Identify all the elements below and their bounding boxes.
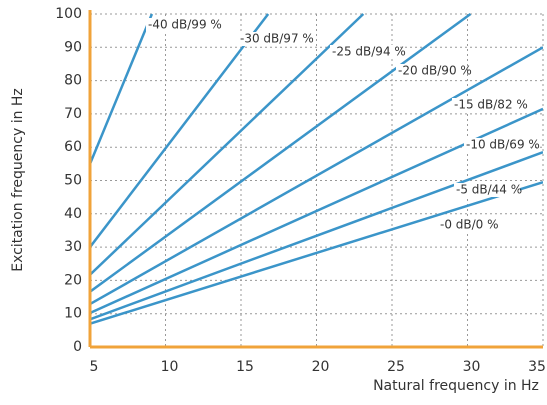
y-axis-label: Excitation frequency in Hz — [10, 88, 26, 272]
x-tick-label: 5 — [90, 359, 99, 375]
line-label: -25 dB/94 % — [332, 45, 406, 59]
line — [90, 180, 543, 325]
y-tick-label: 60 — [64, 139, 82, 155]
x-tick-label: 10 — [161, 359, 179, 375]
y-tick-label: 70 — [64, 106, 82, 122]
x-tick-label: 15 — [236, 359, 254, 375]
line-label: -5 dB/44 % — [456, 183, 522, 197]
line — [90, 13, 154, 165]
x-tick-label: 35 — [528, 359, 546, 375]
line — [90, 12, 472, 293]
x-tick-label: 30 — [463, 359, 481, 375]
y-tick-label: 10 — [64, 306, 82, 322]
y-tick-label: 100 — [55, 6, 82, 22]
line-label: -40 dB/99 % — [148, 18, 222, 32]
line — [90, 13, 270, 248]
y-tick-label: 90 — [64, 39, 82, 55]
line-label: -0 dB/0 % — [440, 218, 499, 232]
line-label: -20 dB/90 % — [398, 64, 472, 78]
label-bg — [438, 218, 504, 232]
label-bg — [452, 98, 518, 112]
x-tick-label: 20 — [312, 359, 330, 375]
y-tick-label: 30 — [64, 239, 82, 255]
x-axis-label: Natural frequency in Hz — [373, 378, 539, 394]
label-bg — [146, 18, 212, 32]
line-label: -15 dB/82 % — [454, 98, 528, 112]
line — [90, 151, 543, 321]
label-bg — [396, 64, 462, 78]
label-bg — [330, 45, 396, 59]
y-tick-label: 0 — [73, 339, 82, 355]
y-tick-label: 40 — [64, 206, 82, 222]
line — [90, 46, 543, 306]
line-label: -10 dB/69 % — [466, 138, 540, 152]
x-tick-label: 25 — [387, 359, 405, 375]
line-label: -30 dB/97 % — [240, 32, 314, 46]
label-bg — [464, 138, 530, 152]
y-tick-label: 80 — [64, 73, 82, 89]
y-tick-label: 20 — [64, 272, 82, 288]
label-bg — [454, 183, 520, 197]
label-bg — [238, 32, 304, 46]
line — [90, 13, 365, 276]
y-tick-label: 50 — [64, 173, 82, 189]
